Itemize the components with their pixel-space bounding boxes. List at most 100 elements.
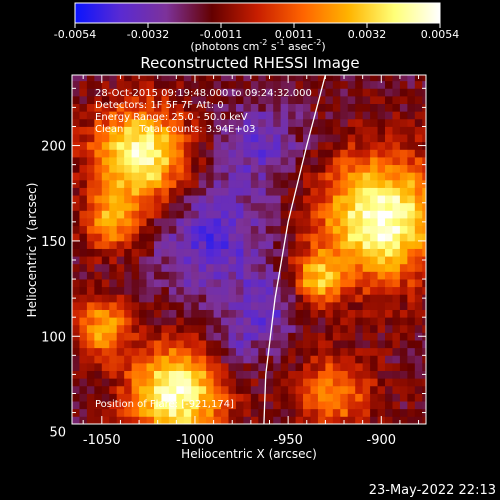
heatmap-cell: [362, 301, 371, 310]
heatmap-cell: [362, 408, 371, 417]
heatmap-cell: [340, 164, 349, 173]
heatmap-cell: [340, 172, 349, 181]
heatmap-cell: [317, 103, 326, 112]
heatmap-cell: [176, 233, 185, 242]
heatmap-cell: [206, 393, 214, 402]
heatmap-cell: [317, 210, 326, 219]
colorbar-tick-label: 0.0032: [348, 28, 387, 41]
heatmap-cell: [198, 172, 207, 181]
heatmap-cell: [317, 370, 326, 379]
heatmap-cell: [370, 111, 378, 120]
heatmap-cell: [198, 187, 207, 196]
heatmap-cell: [109, 179, 118, 188]
heatmap-cell: [109, 80, 118, 89]
heatmap-cell: [183, 149, 192, 158]
heatmap-cell: [258, 286, 267, 295]
heatmap-cell: [355, 134, 364, 143]
heatmap-cell: [139, 256, 147, 265]
heatmap-cell: [414, 179, 423, 188]
heatmap-cell: [198, 370, 207, 379]
heatmap-cell: [303, 393, 311, 402]
heatmap-cell: [221, 393, 229, 402]
heatmap-cell: [109, 202, 118, 211]
heatmap-cell: [131, 416, 140, 424]
heatmap-cell: [288, 134, 296, 143]
heatmap-cell: [131, 164, 140, 173]
heatmap-cell: [139, 340, 147, 349]
heatmap-cell: [407, 149, 416, 158]
heatmap-cell: [325, 141, 334, 150]
heatmap-cell: [183, 218, 192, 227]
heatmap-cell: [161, 286, 170, 295]
heatmap-cell: [124, 118, 133, 127]
heatmap-cell: [280, 370, 289, 379]
heatmap-cell: [258, 355, 267, 364]
heatmap-cell: [198, 134, 207, 143]
heatmap-cell: [332, 179, 341, 188]
heatmap-cell: [221, 141, 229, 150]
heatmap-cell: [280, 118, 289, 127]
heatmap-cell: [176, 126, 185, 135]
heatmap-cell: [317, 378, 326, 387]
heatmap-cell: [392, 340, 401, 349]
heatmap-cell: [176, 401, 185, 410]
heatmap-cell: [399, 225, 408, 234]
heatmap-cell: [422, 134, 426, 143]
heatmap-cell: [422, 393, 426, 402]
heatmap-cell: [124, 202, 133, 211]
heatmap-cell: [399, 141, 408, 150]
heatmap-cell: [392, 218, 401, 227]
heatmap-cell: [325, 164, 334, 173]
heatmap-cell: [191, 309, 200, 318]
heatmap-cell: [385, 286, 393, 295]
heatmap-cell: [168, 149, 177, 158]
heatmap-cell: [235, 111, 244, 120]
heatmap-cell: [288, 111, 296, 120]
heatmap-cell: [131, 256, 140, 265]
heatmap-cell: [288, 355, 296, 364]
heatmap-cell: [72, 134, 80, 143]
heatmap-cell: [310, 103, 319, 112]
heatmap-cell: [153, 286, 162, 295]
heatmap-cell: [355, 157, 364, 166]
heatmap-cell: [86, 286, 95, 295]
heatmap-cell: [265, 95, 274, 105]
heatmap-cell: [221, 286, 229, 295]
heatmap-cell: [243, 309, 252, 318]
heatmap-cell: [94, 408, 103, 417]
heatmap-cell: [288, 340, 296, 349]
heatmap-cell: [146, 286, 155, 295]
heatmap-cell: [221, 80, 229, 89]
heatmap-cell: [221, 103, 229, 112]
heatmap-cell: [235, 271, 244, 280]
heatmap-cell: [399, 332, 408, 341]
annotations: 28-Oct-2015 09:19:48.000 to 09:24:32.000…: [95, 88, 312, 410]
heatmap-cell: [303, 271, 311, 280]
heatmap-cell: [86, 393, 95, 402]
heatmap-cell: [168, 340, 177, 349]
heatmap-cell: [109, 408, 118, 417]
heatmap-cell: [407, 218, 416, 227]
heatmap-cell: [131, 172, 140, 181]
heatmap-cell: [392, 172, 401, 181]
heatmap-cell: [385, 279, 393, 288]
heatmap-cell: [146, 233, 155, 242]
heatmap-cell: [206, 408, 214, 417]
heatmap-cell: [79, 187, 88, 196]
heatmap-cell: [198, 141, 207, 150]
heatmap-cell: [183, 202, 192, 211]
heatmap-cell: [235, 317, 244, 326]
heatmap-cell: [422, 401, 426, 410]
heatmap-cell: [94, 157, 103, 166]
heatmap-cell: [399, 218, 408, 227]
heatmap-cell: [332, 294, 341, 303]
heatmap-cell: [176, 95, 185, 105]
heatmap-cell: [414, 279, 423, 288]
heatmap-cell: [362, 141, 371, 150]
heatmap-cell: [325, 408, 334, 417]
heatmap-cell: [183, 362, 192, 371]
heatmap-cell: [325, 80, 334, 89]
heatmap-cell: [161, 279, 170, 288]
heatmap-cell: [325, 332, 334, 341]
heatmap-cell: [191, 263, 200, 272]
